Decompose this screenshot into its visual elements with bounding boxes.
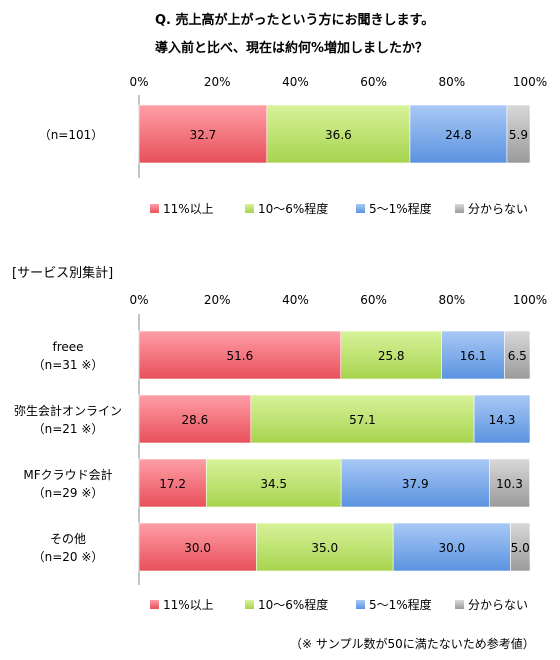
data-label: 5.9 xyxy=(509,128,528,142)
legend-label: 5～1%程度 xyxy=(369,201,432,216)
category-sublabel: （n=31 ※） xyxy=(33,358,104,372)
legend-swatch xyxy=(455,204,464,213)
bar-segment xyxy=(506,104,531,164)
legend-swatch xyxy=(245,204,254,213)
bar-segment xyxy=(266,104,411,164)
category-sublabel: （n=21 ※） xyxy=(33,422,104,436)
data-label: 35.0 xyxy=(311,541,338,555)
data-label: 57.1 xyxy=(349,413,376,427)
x-tick-label: 0% xyxy=(129,75,148,89)
footnote: （※ サンプル数が50に満たないため参考値） xyxy=(290,636,535,651)
data-label: 10.3 xyxy=(496,477,523,491)
x-tick-label: 60% xyxy=(360,75,387,89)
legend-label: 11%以上 xyxy=(163,202,214,216)
bar-segment xyxy=(489,458,530,508)
category-sublabel: （n=20 ※） xyxy=(33,550,104,564)
bar-segment xyxy=(473,394,531,444)
x-tick-label: 100% xyxy=(513,293,547,307)
category-label: MFクラウド会計 xyxy=(23,467,112,482)
data-label: 25.8 xyxy=(378,349,405,363)
bar-segment xyxy=(409,104,508,164)
bar-segment xyxy=(138,104,268,164)
legend-swatch xyxy=(455,600,464,609)
legend-swatch xyxy=(150,600,159,609)
bar-segment xyxy=(138,522,257,572)
x-tick-label: 40% xyxy=(282,293,309,307)
question-title-line1: Q. 売上高が上がったという方にお聞きします。 xyxy=(155,12,434,28)
legend-label: 10～6%程度 xyxy=(258,597,328,612)
legend-label: 11%以上 xyxy=(163,598,214,612)
data-label: 24.8 xyxy=(445,128,472,142)
data-label: 14.3 xyxy=(489,413,516,427)
legend-swatch xyxy=(356,600,365,609)
bar-segment xyxy=(138,330,342,380)
bar-segment xyxy=(510,522,531,572)
category-label: freee xyxy=(52,340,83,354)
legend-label: 5～1%程度 xyxy=(369,597,432,612)
x-tick-label: 20% xyxy=(204,75,231,89)
legend-label: 10～6%程度 xyxy=(258,201,328,216)
bar-segment xyxy=(138,458,207,508)
x-tick-label: 0% xyxy=(129,293,148,307)
question-title-line2: 導入前と比べ、現在は約何%増加しましたか？ xyxy=(155,40,428,56)
x-tick-label: 20% xyxy=(204,293,231,307)
legend-label: 分からない xyxy=(468,598,528,612)
category-label: 弥生会計オンライン xyxy=(14,403,122,418)
data-label: 5.0 xyxy=(511,541,530,555)
data-label: 51.6 xyxy=(227,349,254,363)
x-tick-label: 100% xyxy=(513,75,547,89)
data-label: 17.2 xyxy=(159,477,186,491)
data-label: 37.9 xyxy=(402,477,429,491)
legend-label: 分からない xyxy=(468,202,528,216)
bar-segment xyxy=(340,330,442,380)
data-label: 34.5 xyxy=(260,477,287,491)
bar-segment xyxy=(504,330,531,380)
bar-segment xyxy=(250,394,475,444)
category-sublabel: （n=29 ※） xyxy=(33,486,104,500)
bar-segment xyxy=(392,522,511,572)
data-label: 30.0 xyxy=(184,541,211,555)
data-label: 16.1 xyxy=(460,349,487,363)
x-tick-label: 60% xyxy=(360,293,387,307)
category-label: （n=101） xyxy=(39,128,104,142)
data-label: 36.6 xyxy=(325,128,352,142)
bar-segment xyxy=(340,458,490,508)
legend-swatch xyxy=(150,204,159,213)
x-tick-label: 80% xyxy=(438,75,465,89)
x-tick-label: 40% xyxy=(282,75,309,89)
bar-segment xyxy=(441,330,505,380)
chart2-title: [サービス別集計] xyxy=(12,265,113,281)
legend-swatch xyxy=(245,600,254,609)
x-tick-label: 80% xyxy=(438,293,465,307)
bar-segment xyxy=(255,522,394,572)
data-label: 32.7 xyxy=(190,128,217,142)
legend-swatch xyxy=(356,204,365,213)
category-label: その他 xyxy=(50,532,86,546)
data-label: 30.0 xyxy=(438,541,465,555)
data-label: 6.5 xyxy=(508,349,527,363)
data-label: 28.6 xyxy=(182,413,209,427)
